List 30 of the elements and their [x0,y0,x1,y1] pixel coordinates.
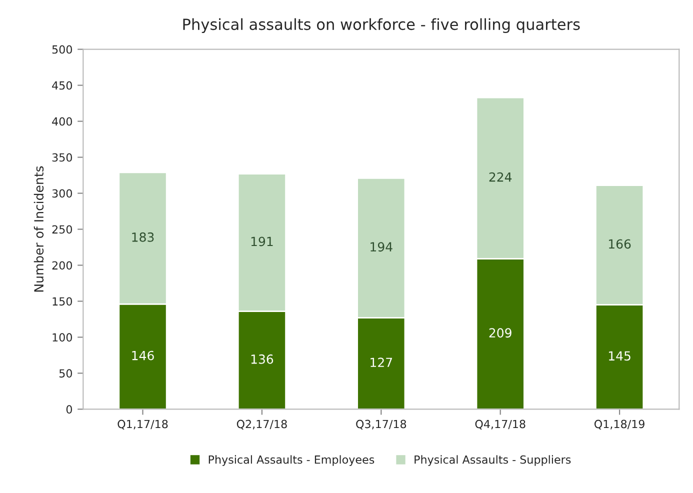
y-tick-label: 450 [52,81,72,90]
legend-label: Physical Assaults - Employees [208,455,374,466]
y-tick-label: 0 [66,405,72,414]
y-tick-label: 100 [52,333,72,342]
y-tick-label: 150 [52,297,72,306]
data-label: 194 [370,242,392,252]
x-tick-label: Q2,17/18 [236,420,287,430]
x-tick-label: Q4,17/18 [475,420,526,430]
y-tick-label: 300 [52,189,72,198]
y-tick-label: 250 [52,225,72,234]
y-tick-label: 50 [59,369,72,378]
data-label: 146 [132,350,154,360]
y-tick-label: 400 [52,117,72,126]
data-label: 183 [132,232,154,242]
data-label: 136 [251,354,274,364]
y-tick-label: 200 [52,261,72,270]
y-tick-label: 350 [52,153,72,162]
data-label: 191 [251,236,273,246]
data-label: 166 [608,239,631,249]
x-tick-label: Q1,18/19 [594,420,644,430]
y-tick-label: 500 [52,45,72,54]
data-label: 127 [370,358,392,367]
data-label: 224 [489,172,512,182]
x-tick-label: Q3,17/18 [356,420,406,430]
x-tick-label: Q1,17/18 [118,420,168,430]
legend-label: Physical Assaults - Suppliers [414,455,571,466]
y-axis-title: Number of Incidents [34,166,44,292]
chart-title: Physical assaults on workforce - five rolling quarters [183,18,580,34]
data-label: 209 [489,328,512,338]
data-label: 145 [608,351,630,361]
